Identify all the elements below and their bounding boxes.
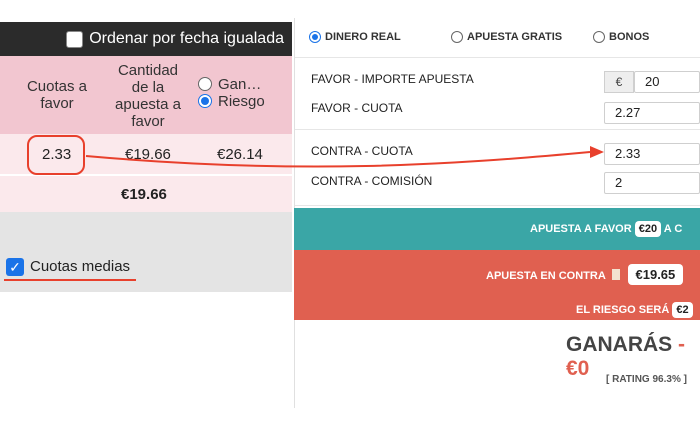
riesgo-label: EL RIESGO SERÁ [576,304,670,316]
odds-table-panel: Ordenar por fecha igualada Cuotas a favo… [0,0,292,441]
copy-icon[interactable] [612,269,621,280]
riesgo-amount: €2 [672,302,693,318]
row-cantidad: €19.66 [125,146,171,163]
favor-bar-label: APUESTA A FAVOR [530,223,632,235]
avg-row [0,212,292,292]
avg-checkbox[interactable]: ✓ [6,258,24,276]
tab-bonos-radio[interactable] [593,31,605,43]
tab-apuesta-gratis[interactable]: APUESTA GRATIS [451,31,562,43]
sort-label: Ordenar por fecha igualada [89,30,284,47]
gan-option[interactable]: Gan… [198,76,292,93]
tab-dinero-real-radio[interactable] [309,31,321,43]
sum-row: €19.66 [0,176,292,212]
favor-bar-amount: €20 [634,221,662,237]
row-valor: €26.14 [217,146,263,163]
tab-bonos[interactable]: BONOS [593,31,649,43]
header-cuotas: Cuotas a favor [26,78,88,112]
contra-result-bar: APUESTA EN CONTRA €19.65 EL RIESGO SERÁ … [294,250,700,320]
favor-importe-label: FAVOR - IMPORTE APUESTA [311,72,474,86]
contra-bar-label: APUESTA EN CONTRA [486,270,606,282]
annotation-arrow-line [85,151,591,168]
gan-radio[interactable] [198,77,212,91]
favor-cuota-input[interactable]: 2.27 [604,102,700,124]
header-cantidad: Cantidad de la apuesta a favor [115,62,181,130]
favor-cuota-label: FAVOR - CUOTA [311,101,403,115]
avg-underline [4,279,136,281]
tab-apuesta-gratis-radio[interactable] [451,31,463,43]
row-cuota: 2.33 [42,146,72,163]
cuota-highlight [27,135,85,175]
ganaras-result: GANARÁS -€0 [566,333,700,381]
annotation-arrow-head [590,146,604,158]
favor-result-bar: APUESTA A FAVOR €20 A C [294,208,700,250]
euro-prefix: € [604,71,634,93]
table-header: Cuotas a favor Cantidad de la apuesta a … [0,56,292,134]
favor-bar-suffix: A C [663,223,683,235]
contra-cuota-label: CONTRA - CUOTA [311,144,413,158]
contra-comision-input[interactable]: 2 [604,172,700,194]
tab-dinero-real[interactable]: DINERO REAL [309,31,401,43]
avg-label: Cuotas medias [30,258,131,275]
mode-tabs: DINERO REAL APUESTA GRATIS BONOS [295,18,700,58]
contra-bar-amount: €19.65 [627,264,684,285]
riesgo-radio[interactable] [198,94,212,108]
riesgo-option[interactable]: Riesgo [198,93,292,110]
ganaras-label: GANARÁS [566,333,673,356]
sort-checkbox[interactable] [66,30,84,48]
table-row: 2.33 €19.66 €26.14 [0,134,292,174]
sum-value: €19.66 [121,186,167,203]
favor-importe-input[interactable]: 20 [634,71,700,93]
ganaras-value: -€0 [566,333,686,380]
header-mode: Gan… Riesgo [198,76,292,110]
sort-bar: Ordenar por fecha igualada [0,22,292,56]
rating-text: [ RATING 96.3% ] [606,374,687,385]
contra-comision-label: CONTRA - COMISIÓN [311,174,433,188]
